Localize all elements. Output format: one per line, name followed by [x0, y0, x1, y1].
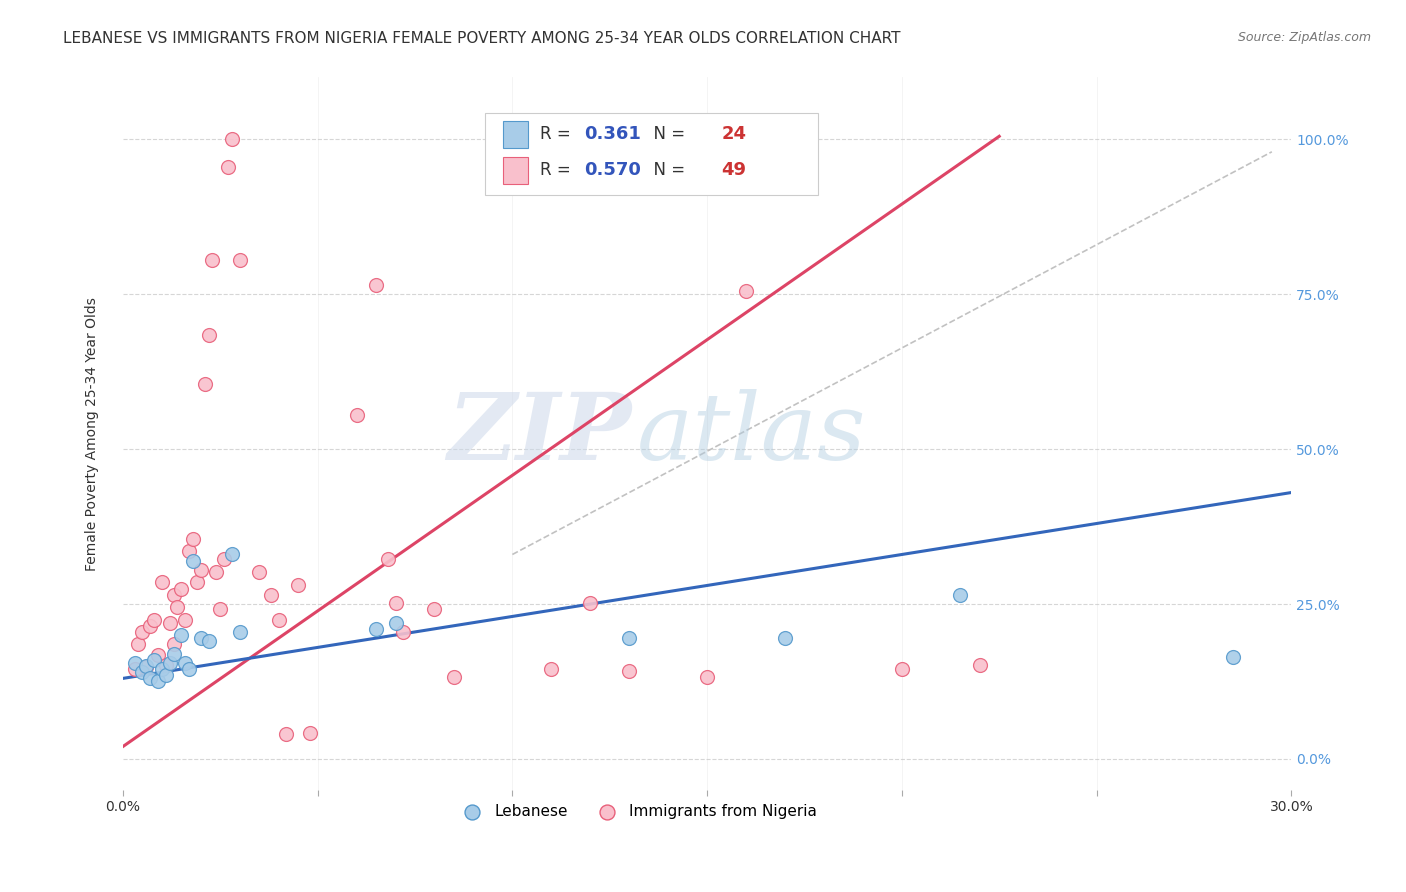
Point — [135, 659, 157, 673]
Text: R =: R = — [540, 126, 576, 144]
Point — [174, 656, 197, 670]
Text: atlas: atlas — [637, 389, 866, 479]
Point — [384, 615, 406, 630]
Point — [194, 377, 217, 392]
Point — [159, 656, 181, 670]
Text: 0.570: 0.570 — [585, 161, 641, 179]
Point — [205, 565, 228, 579]
Point — [159, 615, 181, 630]
Point — [696, 670, 718, 684]
Text: N =: N = — [643, 126, 690, 144]
Point — [190, 563, 212, 577]
Point — [890, 662, 912, 676]
Point — [131, 665, 153, 680]
Text: R =: R = — [540, 161, 576, 179]
Text: 49: 49 — [721, 161, 747, 179]
Point — [443, 670, 465, 684]
Point — [619, 631, 641, 645]
Point — [139, 618, 162, 632]
Point — [229, 624, 252, 639]
Point — [579, 596, 602, 610]
Point — [166, 600, 188, 615]
Point — [150, 662, 173, 676]
Text: N =: N = — [643, 161, 690, 179]
Point — [146, 648, 169, 662]
Point — [221, 132, 243, 146]
Text: 0.361: 0.361 — [585, 126, 641, 144]
Text: ZIP: ZIP — [447, 389, 631, 479]
Point — [181, 554, 204, 568]
Point — [143, 653, 166, 667]
Point — [201, 253, 224, 268]
Point — [131, 624, 153, 639]
Bar — [503, 121, 529, 148]
Point — [197, 634, 219, 648]
Point — [143, 613, 166, 627]
Point — [298, 726, 321, 740]
Point — [162, 637, 184, 651]
Point — [364, 622, 387, 636]
Point — [181, 532, 204, 546]
Point — [287, 578, 309, 592]
Point — [179, 662, 201, 676]
Point — [619, 664, 641, 678]
Point — [209, 602, 232, 616]
Point — [170, 582, 193, 596]
Point — [969, 657, 991, 672]
Y-axis label: Female Poverty Among 25-34 Year Olds: Female Poverty Among 25-34 Year Olds — [86, 297, 100, 571]
Point — [377, 552, 399, 566]
Point — [540, 662, 562, 676]
Bar — [503, 156, 529, 184]
Point — [124, 662, 146, 676]
Point — [221, 548, 243, 562]
Point — [267, 613, 290, 627]
Point — [247, 565, 270, 579]
Point — [162, 647, 184, 661]
Point — [212, 552, 235, 566]
Point — [735, 284, 758, 298]
Point — [179, 544, 201, 558]
Point — [139, 672, 162, 686]
Point — [146, 674, 169, 689]
Point — [423, 602, 446, 616]
Point — [1222, 649, 1244, 664]
Point — [150, 575, 173, 590]
Point — [384, 596, 406, 610]
Point — [162, 588, 184, 602]
Text: LEBANESE VS IMMIGRANTS FROM NIGERIA FEMALE POVERTY AMONG 25-34 YEAR OLDS CORRELA: LEBANESE VS IMMIGRANTS FROM NIGERIA FEMA… — [63, 31, 901, 46]
Point — [155, 657, 177, 672]
Point — [190, 631, 212, 645]
Point — [135, 660, 157, 674]
Point — [229, 253, 252, 268]
Point — [155, 668, 177, 682]
Point — [197, 327, 219, 342]
Point — [186, 575, 208, 590]
Text: Source: ZipAtlas.com: Source: ZipAtlas.com — [1237, 31, 1371, 45]
Point — [364, 277, 387, 292]
Point — [346, 408, 368, 422]
Point — [392, 624, 415, 639]
Point — [276, 727, 298, 741]
Point — [501, 161, 523, 175]
Legend: Lebanese, Immigrants from Nigeria: Lebanese, Immigrants from Nigeria — [450, 797, 824, 825]
Point — [170, 628, 193, 642]
Point — [773, 631, 796, 645]
Point — [174, 613, 197, 627]
Point — [127, 637, 149, 651]
Point — [949, 588, 972, 602]
Point — [217, 161, 239, 175]
Point — [260, 588, 283, 602]
Text: 24: 24 — [721, 126, 747, 144]
FancyBboxPatch shape — [485, 113, 818, 195]
Point — [124, 656, 146, 670]
